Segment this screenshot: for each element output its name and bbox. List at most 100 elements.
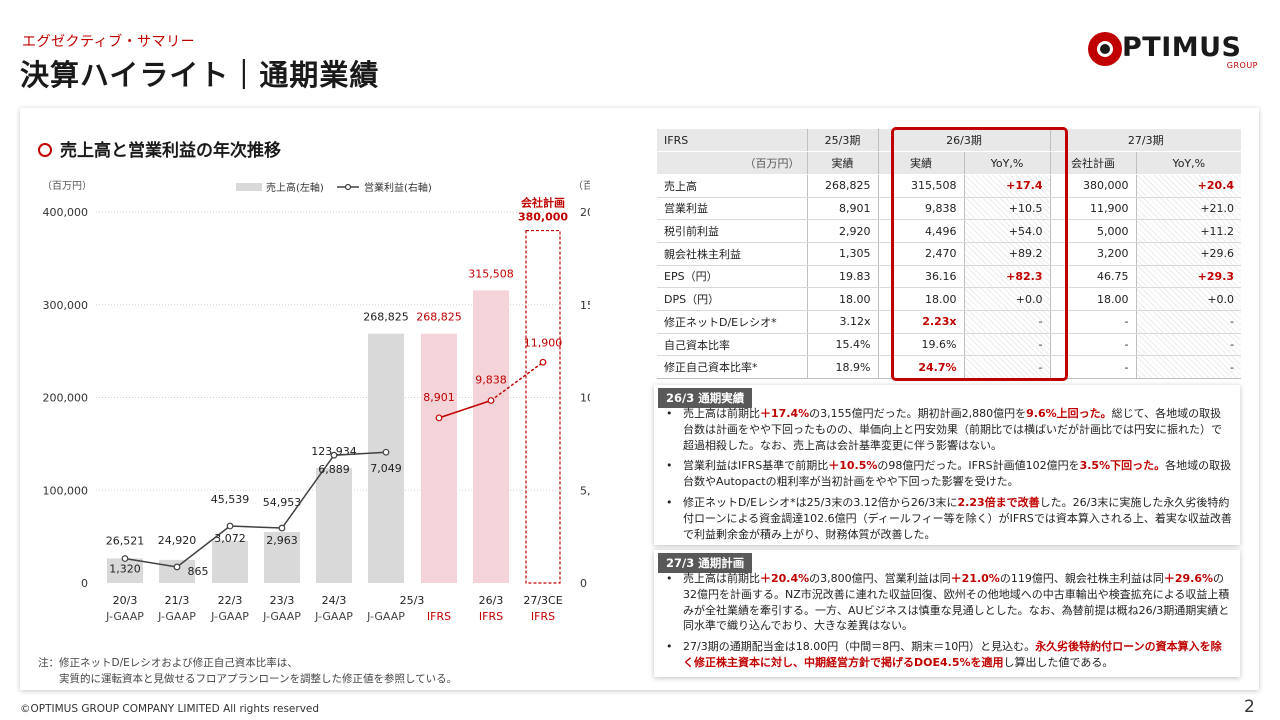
bullet-text: の119億円、親会社株主利益は同 <box>999 572 1164 585</box>
table-cell-plan27: 18.00 <box>1049 287 1137 311</box>
fy26-results-box: 26/3 通期実績 売上高は前期比＋17.4%の3,155億円だった。期初計画2… <box>654 385 1240 545</box>
op-income-data-label: 7,049 <box>370 462 402 475</box>
page-number: 2 <box>1244 697 1255 717</box>
table-cell-yoy26: +82.3 <box>963 265 1051 289</box>
op-income-line-jgaap <box>124 451 387 568</box>
table-cell-yoy26: - <box>963 355 1051 380</box>
revenue-data-label: 54,953 <box>263 496 302 509</box>
table-cell-v25: 3.12x <box>806 310 878 334</box>
table-cell-plan27: 11,900 <box>1049 197 1137 221</box>
revenue-bar <box>107 558 143 583</box>
revenue-data-label: 24,920 <box>158 534 197 547</box>
revenue-bar <box>368 333 404 583</box>
table-row: 自己資本比率 15.4% 19.6% - - - <box>657 333 1242 357</box>
right-axis-unit: （百万円） <box>573 180 590 192</box>
page-title: 決算ハイライト｜通期業績 <box>20 58 380 92</box>
bullet-text: の3,155億円だった。期初計画2,880億円を <box>809 407 1027 420</box>
highlight-text: ＋21.0% <box>950 572 1000 585</box>
table-cell-yoy27: +20.4 <box>1135 174 1242 198</box>
x-standard-label: J-GAAP <box>262 610 301 623</box>
op-income-data-label: 3,072 <box>214 532 246 545</box>
bullet-text: した。26/3末に実施した永久劣後特約付ローンによる資金調達102.6億円（ディ… <box>683 495 1232 541</box>
table-cell-yoy27: +0.0 <box>1135 287 1242 311</box>
table-row: 修正ネットD/Eレシオ* 3.12x 2.23x - - - <box>657 310 1242 334</box>
table-subhead: 実績 <box>877 151 964 175</box>
legend-revenue-label: 売上高(左軸) <box>266 181 324 194</box>
op-income-point <box>382 448 390 456</box>
highlight-text: 3.5%下回った。 <box>1079 459 1166 473</box>
table-cell-yoy27: +21.0 <box>1135 197 1242 221</box>
table-cell-v25: 8,901 <box>806 197 878 221</box>
x-standard-label: IFRS <box>427 610 451 623</box>
footnote-line-1: 注：修正ネットD/Eレシオおよび修正自己資本比率は、 <box>38 657 298 669</box>
table-head-25: 25/3期 <box>806 129 878 153</box>
table-cell-label: 営業利益 <box>657 197 807 221</box>
table-cell-plan27: - <box>1049 310 1137 334</box>
table-row: 売上高 268,825 315,508 +17.4 380,000 +20.4 <box>657 174 1242 198</box>
table-subhead: 会社計画 <box>1049 151 1137 175</box>
revenue-bar <box>264 532 300 583</box>
table-cell-label: DPS（円） <box>657 287 807 311</box>
right-tick-label: 0 <box>580 577 587 590</box>
revenue-data-label: 380,000 <box>518 211 568 224</box>
revenue-data-label: 268,825 <box>416 311 462 324</box>
revenue-data-label: 45,539 <box>211 493 250 506</box>
logo-dot <box>1100 44 1110 54</box>
bullet-text: 総じて、各地域の取扱台数は計画をやや下回ったものの、単価向上と円安効果（前期比で… <box>683 407 1222 452</box>
table-cell-v25: 19.83 <box>806 265 878 289</box>
left-tick-label: 100,000 <box>43 484 89 497</box>
table-cell-plan27: 380,000 <box>1049 174 1137 198</box>
highlight-text: 永久劣後特約付ローンの資本算入を除く修正株主資本に対し、中期経営方針で掲げるDO… <box>683 640 1222 669</box>
table-cell-v26: 36.16 <box>877 265 964 289</box>
table-row: 税引前利益 2,920 4,496 +54.0 5,000 +11.2 <box>657 219 1242 243</box>
table-cell-v26: 315,508 <box>877 174 964 198</box>
bullet-text: 27/3期の通期配当金は18.00円（中間＝8円、期末＝10円）と見込む。 <box>683 640 1036 654</box>
table-body: 売上高 268,825 315,508 +17.4 380,000 +20.4 営業利益 8,… <box>657 174 1242 380</box>
revenue-data-label: 268,825 <box>363 311 409 324</box>
x-standard-label: J-GAAP <box>314 610 353 623</box>
op-income-data-label: 11,900 <box>524 336 563 349</box>
highlight-text: ＋17.4% <box>760 407 810 420</box>
footnote: 注：修正ネットD/Eレシオおよび修正自己資本比率は、 実質的に運転資本と見做せる… <box>38 655 457 687</box>
bullet-text: 売上高は前期比 <box>683 572 760 585</box>
table-cell-label: EPS（円） <box>657 265 807 289</box>
left-tick-label: 400,000 <box>43 206 89 219</box>
table-cell-yoy27: - <box>1135 333 1242 357</box>
table-head-27: 27/3期 <box>1049 129 1242 153</box>
fy27-plan-tag: 27/3 通期計画 <box>658 553 753 573</box>
table-cell-yoy26: +54.0 <box>963 219 1051 243</box>
table-cell-label: 自己資本比率 <box>657 333 807 357</box>
op-income-point <box>173 563 181 571</box>
table-cell-v25: 2,920 <box>806 219 878 243</box>
x-standard-label: J-GAAP <box>157 610 196 623</box>
op-income-point <box>278 524 286 532</box>
table-cell-v26: 18.00 <box>877 287 964 311</box>
bullet-item: 売上高は前期比＋17.4%の3,155億円だった。期初計画2,880億円を9.6… <box>664 406 1232 453</box>
legend-op-income-label: 営業利益(右軸) <box>364 181 432 194</box>
kpi-table: IFRS 25/3期 26/3期 27/3期 （百万円） 実績 実績 YoY,%… <box>657 129 1242 380</box>
bullet-text: の98億円だった。IFRS計画値102億円を <box>877 459 1080 473</box>
table-cell-v25: 18.9% <box>806 355 878 380</box>
revenue-bar <box>316 468 352 583</box>
right-tick-label: 15,000 <box>580 299 590 312</box>
bullet-text: 売上高は前期比 <box>683 407 760 420</box>
table-cell-v26: 19.6% <box>877 333 964 357</box>
table-cell-yoy26: +10.5 <box>963 197 1051 221</box>
bullet-text: 修正ネットD/Eレシオ*は25/3末の3.12倍から26/3末に <box>683 495 958 509</box>
left-axis-unit: （百万円） <box>42 180 92 192</box>
revenue-plan-bar <box>525 229 561 584</box>
fy27-plan-bullets: 売上高は前期比＋20.4%の3,800億円、営業利益は同＋21.0%の119億円… <box>664 571 1232 676</box>
highlight-text: ＋20.4% <box>760 572 810 585</box>
table-cell-label: 修正ネットD/Eレシオ* <box>657 310 807 334</box>
bullet-text: し算出した値である。 <box>1003 655 1114 669</box>
x-period-label: 25/3 <box>400 594 425 607</box>
x-standard-label: IFRS <box>531 610 555 623</box>
table-cell-v26: 9,838 <box>877 197 964 221</box>
table-cell-yoy26: +17.4 <box>963 174 1051 198</box>
table-row: EPS（円） 19.83 36.16 +82.3 46.75 +29.3 <box>657 265 1242 289</box>
bullet-text: の32億円を計画する。NZ市況改善に連れた収益回復、欧州その他地域への中古車輸出… <box>683 572 1230 633</box>
x-period-label: 20/3 <box>113 594 138 607</box>
x-standard-label: J-GAAP <box>366 610 405 623</box>
table-row: 親会社株主利益 1,305 2,470 +89.2 3,200 +29.6 <box>657 242 1242 266</box>
table-row: 修正自己資本比率* 18.9% 24.7% - - - <box>657 355 1242 380</box>
